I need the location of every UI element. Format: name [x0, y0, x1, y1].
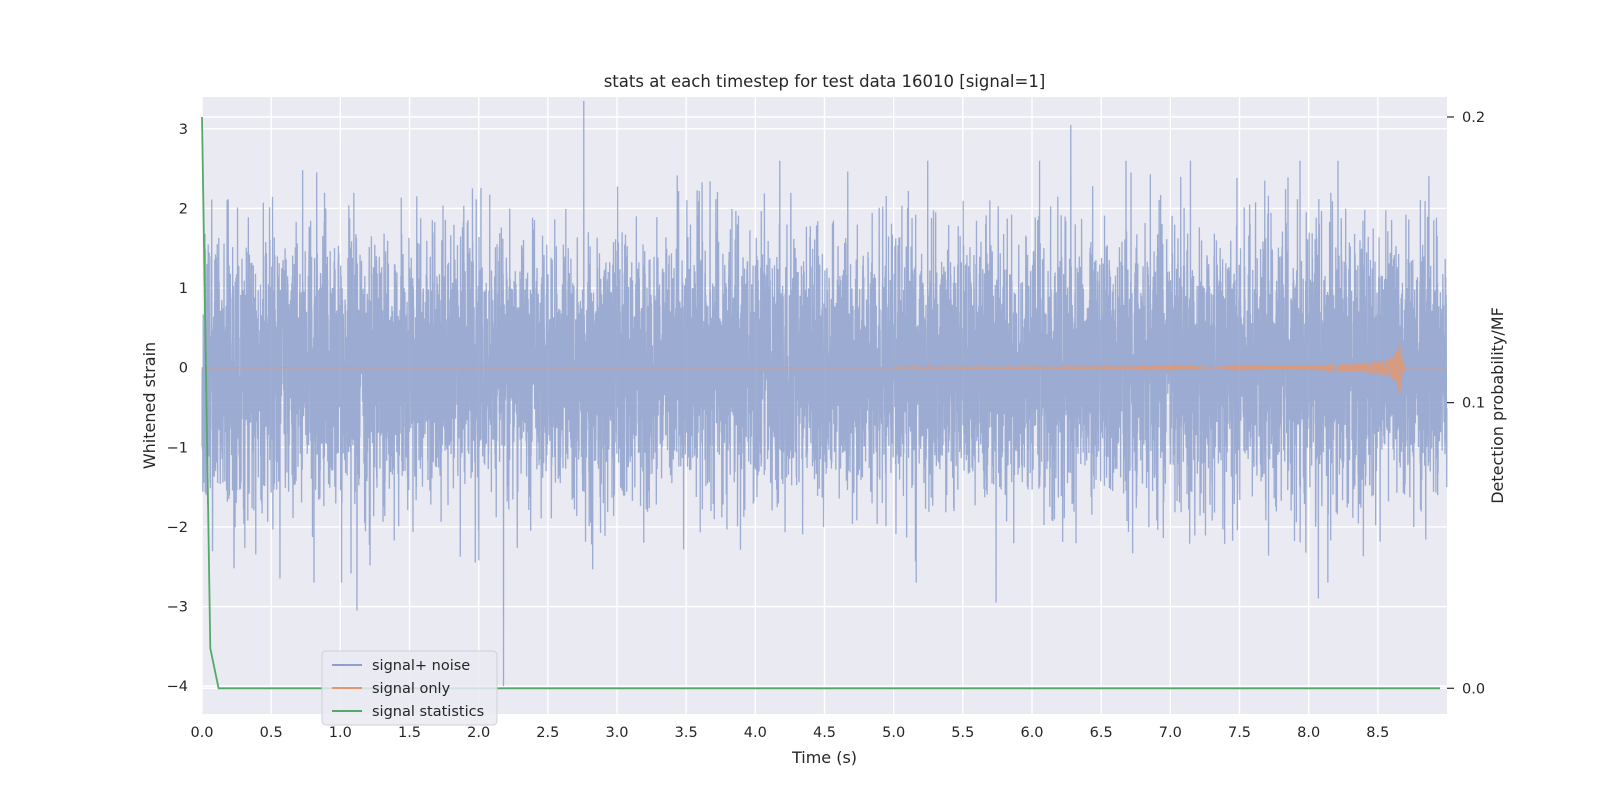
- x-tick-label: 8.0: [1297, 725, 1320, 741]
- x-tick-label: 1.0: [329, 725, 352, 741]
- series-signal-only: [202, 341, 1447, 394]
- y-tick-label: −4: [167, 679, 188, 695]
- chart-title: stats at each timestep for test data 160…: [604, 72, 1046, 91]
- legend-box: [321, 650, 498, 726]
- x-tick-label: 5.0: [882, 725, 905, 741]
- legend-label-signal-only: signal only: [372, 681, 451, 697]
- x-tick-label: 0.5: [260, 725, 283, 741]
- y-tick-label: −3: [167, 600, 188, 616]
- y2-tick-label: 0.2: [1462, 110, 1485, 126]
- y2-axis-label: Detection probability/MF: [1488, 307, 1507, 504]
- x-tick-label: 3.0: [605, 725, 628, 741]
- legend-label-signal-noise: signal+ noise: [372, 658, 470, 674]
- x-tick-label: 2.0: [467, 725, 490, 741]
- y2-tick-label: 0.1: [1462, 396, 1485, 412]
- x-tick-label: 5.5: [951, 725, 974, 741]
- axis-ticks: 0.0 0.5 1.0 1.5 2.0 2.5 3.0 3.5 4.0 4.5 5.0 5.5 6.0 6…: [167, 110, 1485, 741]
- x-tick-label: 8.5: [1366, 725, 1389, 741]
- x-tick-label: 4.5: [813, 725, 836, 741]
- y-tick-label: 1: [179, 281, 188, 297]
- x-tick-label: 0.0: [190, 725, 213, 741]
- x-tick-label: 7.0: [1159, 725, 1182, 741]
- legend: signal+ noise signal only signal statist…: [321, 650, 498, 726]
- x-tick-label: 3.5: [675, 725, 698, 741]
- x-tick-label: 4.0: [744, 725, 767, 741]
- x-tick-label: 2.5: [536, 725, 559, 741]
- y-tick-label: −2: [167, 520, 188, 536]
- x-tick-label: 6.5: [1090, 725, 1113, 741]
- y2-tick-label: 0.0: [1462, 681, 1485, 697]
- x-tick-label: 6.0: [1020, 725, 1043, 741]
- y-axis-label: Whitened strain: [140, 342, 159, 469]
- y-tick-label: −1: [167, 440, 188, 456]
- y-tick-label: 0: [179, 361, 188, 377]
- y-tick-label: 3: [179, 122, 188, 138]
- x-tick-label: 1.5: [398, 725, 421, 741]
- y-tick-label: 2: [179, 201, 188, 217]
- x-tick-label: 7.5: [1228, 725, 1251, 741]
- series-signal-noise: [201, 100, 1448, 687]
- legend-label-signal-statistics: signal statistics: [372, 704, 484, 720]
- x-axis-label: Time (s): [791, 748, 857, 767]
